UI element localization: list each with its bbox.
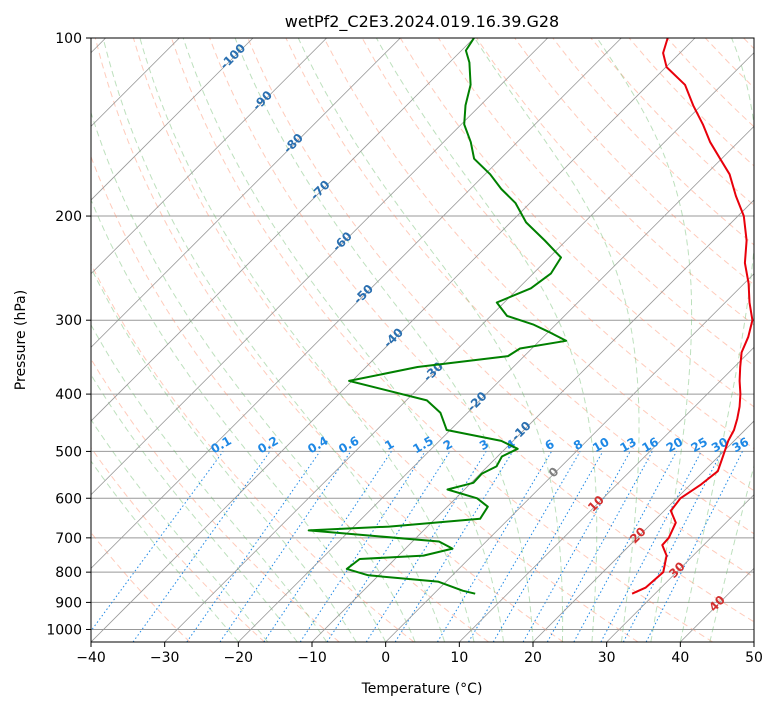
y-tick-label: 300 [55, 313, 82, 329]
chart-title: wetPf2_C2E3.2024.019.16.39.G28 [285, 12, 559, 32]
y-tick-label: 900 [55, 595, 82, 611]
y-tick-label: 200 [55, 209, 82, 225]
plot-area [91, 38, 754, 642]
x-tick-label: −30 [150, 650, 180, 666]
x-tick-label: 10 [450, 650, 468, 666]
x-tick-label: 0 [381, 650, 390, 666]
y-tick-label: 100 [55, 31, 82, 47]
y-tick-label: 700 [55, 531, 82, 547]
y-axis-label: Pressure (hPa) [13, 290, 29, 390]
x-tick-label: 30 [598, 650, 616, 666]
x-tick-label: −10 [297, 650, 327, 666]
x-tick-label: 40 [671, 650, 689, 666]
y-tick-label: 800 [55, 565, 82, 581]
x-tick-label: 50 [745, 650, 763, 666]
x-tick-label: −20 [224, 650, 254, 666]
y-tick-label: 600 [55, 491, 82, 507]
x-tick-label: 20 [524, 650, 542, 666]
x-tick-label: −40 [76, 650, 106, 666]
x-axis-label: Temperature (°C) [361, 681, 483, 697]
y-tick-label: 400 [55, 387, 82, 403]
y-tick-label: 1000 [46, 622, 82, 638]
y-tick-label: 500 [55, 444, 82, 460]
